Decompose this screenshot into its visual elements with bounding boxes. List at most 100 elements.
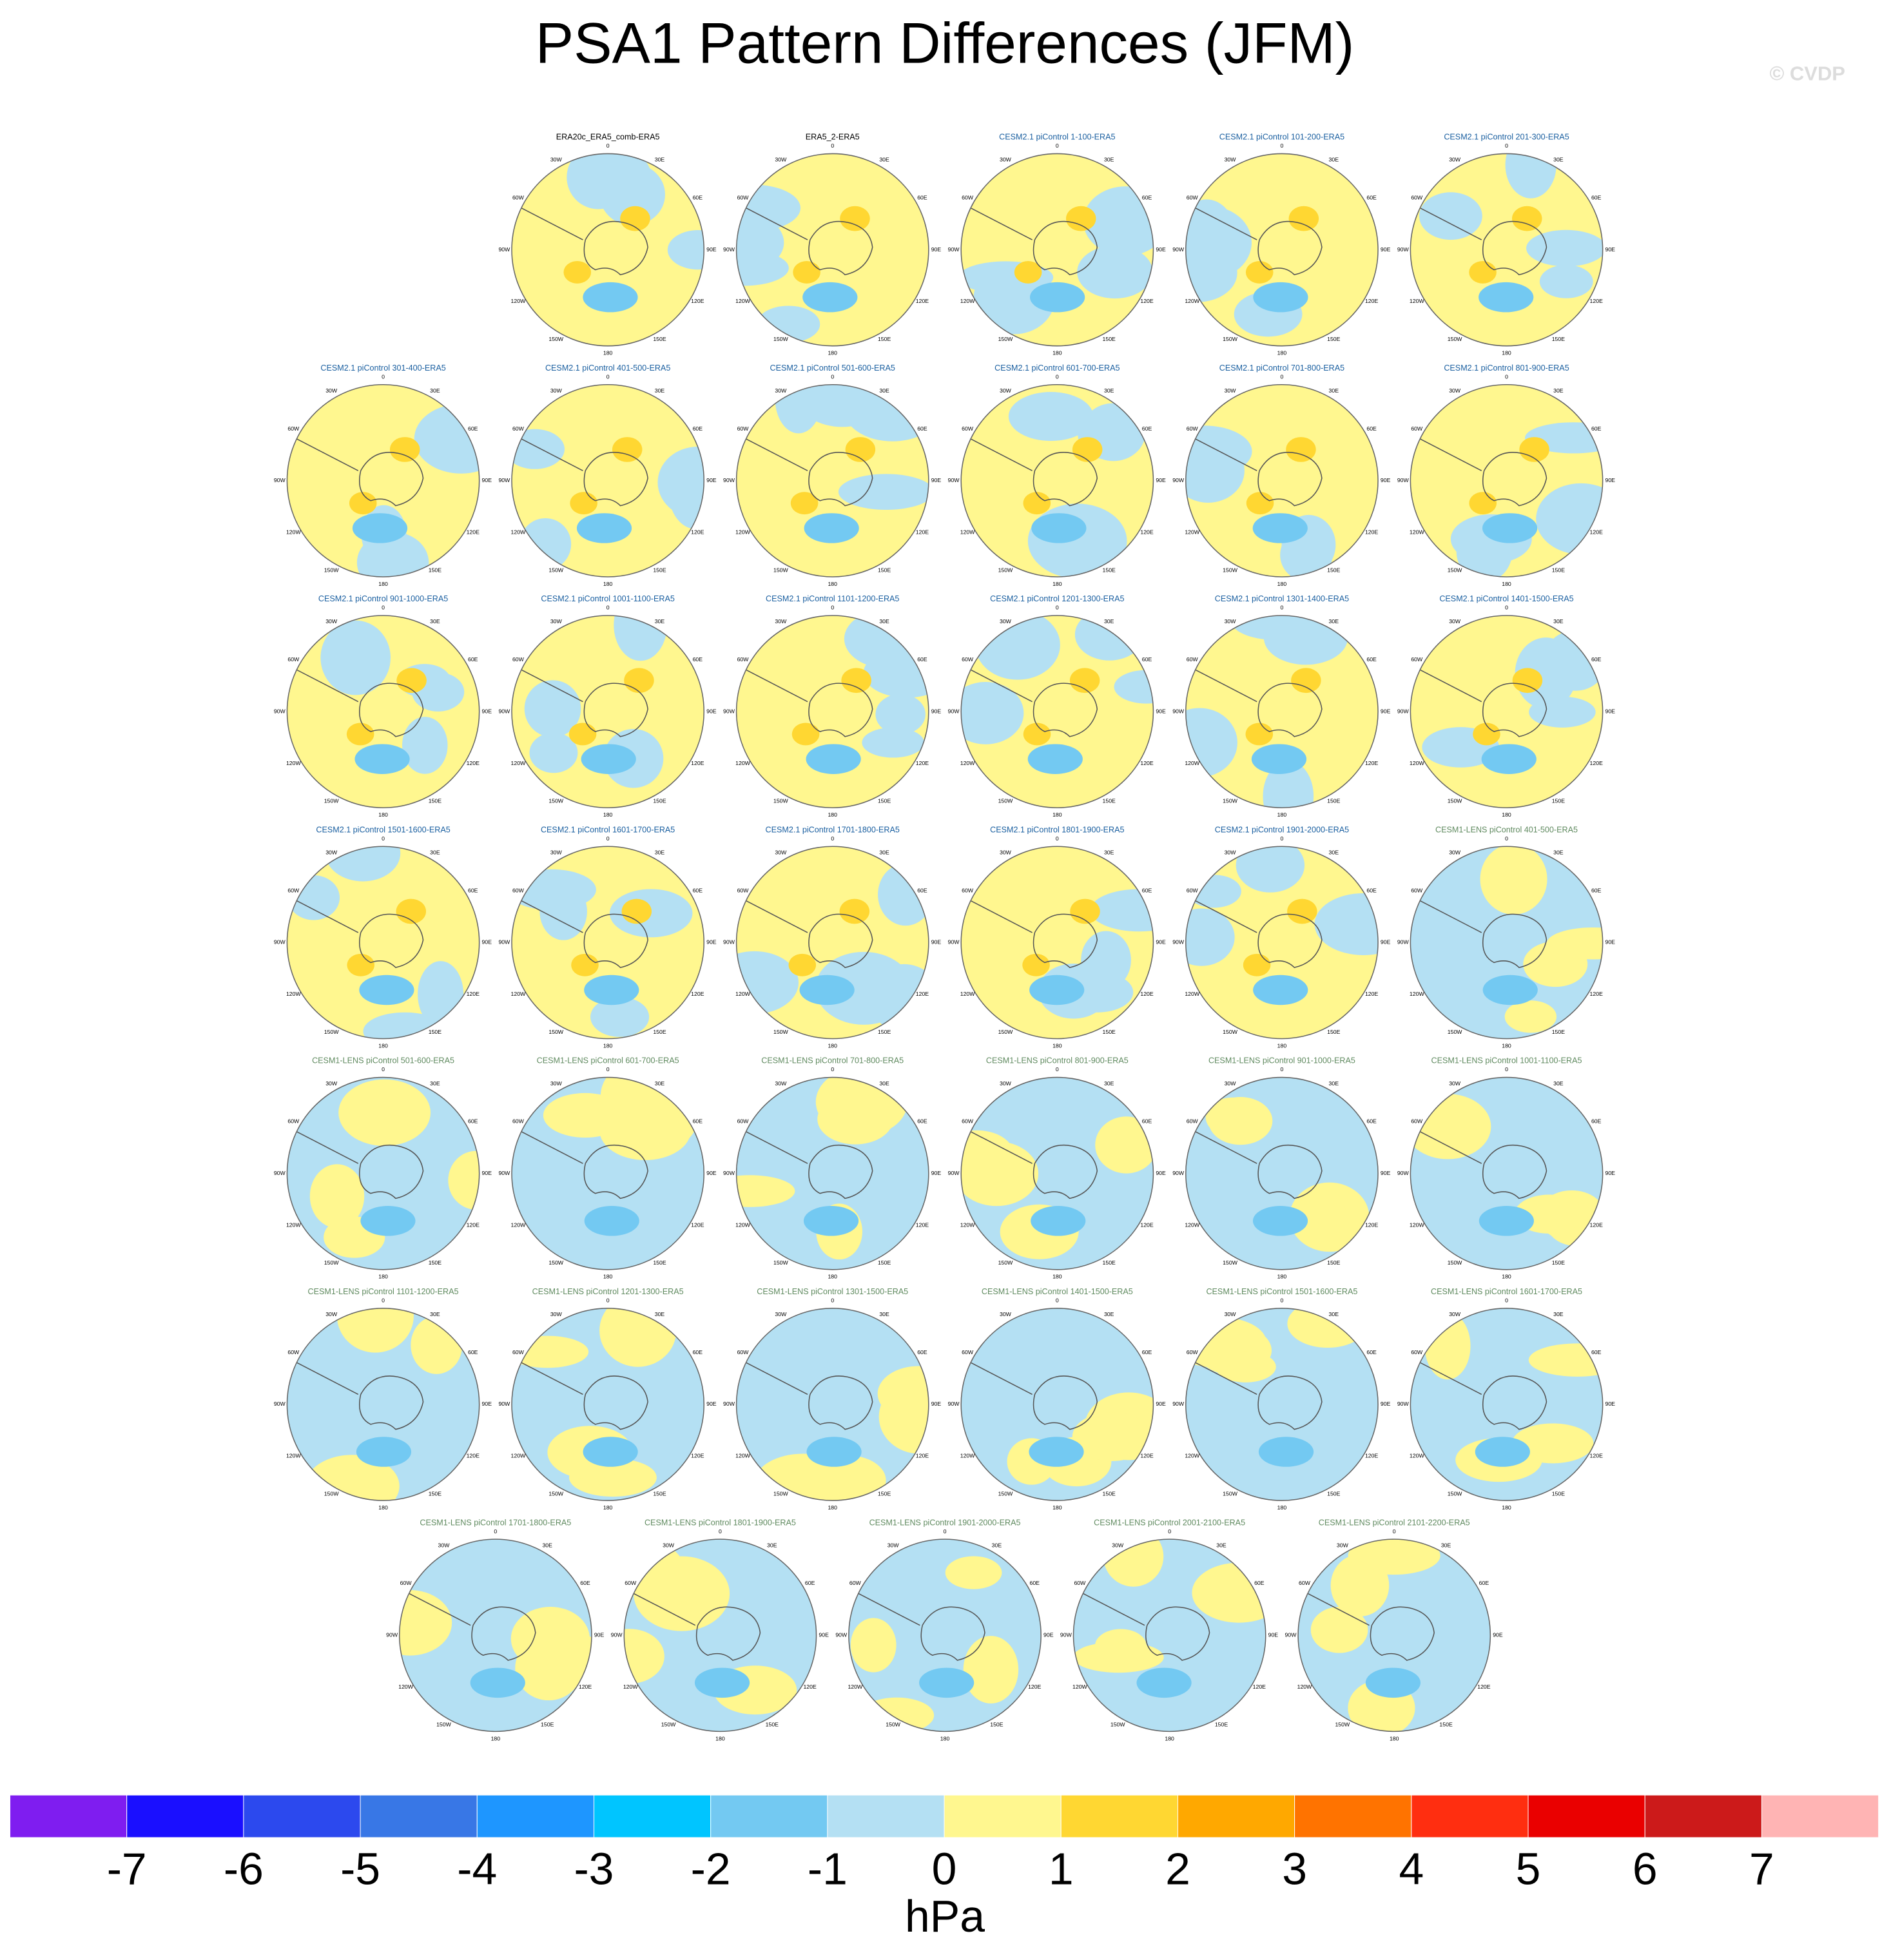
coastline <box>512 1356 648 1430</box>
panel-title: CESM2.1 piControl 801-900-ERA5 <box>1444 364 1569 373</box>
map-label: 60W <box>1411 425 1423 432</box>
map-label: 90E <box>1156 477 1166 483</box>
map-label: 30E <box>430 1311 440 1317</box>
map-label: 60E <box>1366 1118 1377 1125</box>
map-label: 90E <box>1381 477 1391 483</box>
map-label: 180 <box>1502 581 1511 587</box>
map-label: 90W <box>1397 477 1410 483</box>
map-label: 150W <box>773 1029 789 1035</box>
map-label: 90E <box>1605 246 1616 253</box>
map-label: 120W <box>1185 529 1200 536</box>
map-border <box>960 1308 1154 1501</box>
map-label: 90W <box>1397 1170 1410 1176</box>
map-label: 90E <box>706 1170 717 1176</box>
map-label: 90W <box>948 939 960 946</box>
field-region <box>1136 1667 1192 1698</box>
map-field <box>1185 846 1379 1039</box>
panel-title: CESM1-LENS piControl 1001-1100-ERA5 <box>1431 1056 1582 1065</box>
map-label: 90E <box>819 1632 829 1638</box>
coastline <box>1410 202 1547 276</box>
map-label: 30E <box>1104 157 1114 163</box>
map-label: 150E <box>429 1029 442 1035</box>
map-label: 90E <box>1381 708 1391 714</box>
map-label: 90W <box>948 246 960 253</box>
map-label: 60W <box>287 1349 300 1355</box>
map-label: 0 <box>606 1066 610 1072</box>
map-label: 120W <box>511 1221 527 1228</box>
coastline <box>512 895 648 968</box>
map-label: 90W <box>948 477 960 483</box>
map-label: 60E <box>1142 1349 1152 1355</box>
map-label: 150E <box>1103 1259 1116 1266</box>
field-region <box>1103 1539 1164 1587</box>
map-border <box>1410 153 1604 347</box>
map-label: 90E <box>1381 1170 1391 1176</box>
field-region <box>757 306 820 343</box>
map-label: 150E <box>1103 336 1116 342</box>
map-border <box>286 846 480 1040</box>
field-region <box>583 1437 638 1467</box>
map-label: 30W <box>1225 849 1237 855</box>
map-label: 180 <box>715 1735 725 1742</box>
map-border <box>735 615 929 809</box>
field-region <box>775 384 822 434</box>
map-label: 30W <box>1337 1542 1349 1548</box>
map-border <box>1410 615 1604 809</box>
map-label: 150E <box>878 1259 891 1266</box>
map-label: 0 <box>1281 1066 1284 1072</box>
map-label: 90W <box>498 1170 510 1176</box>
field-region <box>838 474 929 510</box>
field-region <box>1245 723 1274 746</box>
map-label: 60W <box>1187 887 1199 893</box>
map-label: 30E <box>1553 1080 1564 1087</box>
panel-title: CESM1-LENS piControl 2001-2100-ERA5 <box>1094 1518 1245 1527</box>
map-label: 60E <box>468 1118 478 1125</box>
colorbar-box <box>1411 1794 1529 1838</box>
panel-title: CESM1-LENS piControl 1601-1700-ERA5 <box>1431 1287 1582 1296</box>
panel-title: CESM2.1 piControl 1301-1400-ERA5 <box>1215 594 1349 603</box>
map-label: 60E <box>1366 194 1377 200</box>
map-label: 90E <box>482 1401 492 1407</box>
map-label: 150W <box>773 336 789 342</box>
panel-title: ERA20c_ERA5_comb-ERA5 <box>556 133 660 142</box>
map-border <box>1410 846 1604 1040</box>
map-label: 60W <box>512 425 525 432</box>
map-label: 150W <box>324 1490 340 1497</box>
field-region <box>1008 392 1094 441</box>
map-label: 150E <box>766 1722 779 1728</box>
field-region <box>529 732 578 773</box>
map-label: 0 <box>831 1066 834 1072</box>
map-label: 90W <box>723 939 735 946</box>
map-label: 150E <box>1552 798 1566 804</box>
map-label: 0 <box>1505 605 1508 611</box>
field-region <box>570 492 597 515</box>
map-label: 180 <box>1502 1274 1511 1280</box>
map-label: 30E <box>879 157 889 163</box>
map-label: 120W <box>1185 1221 1200 1228</box>
map-label: 60W <box>1187 1349 1199 1355</box>
coastline <box>1298 1587 1435 1661</box>
field-region <box>583 282 638 313</box>
map-label: 150W <box>661 1722 677 1728</box>
map-field <box>512 616 704 808</box>
map-label: 60E <box>1591 1118 1602 1125</box>
field-region <box>791 723 820 746</box>
field-region <box>736 184 801 231</box>
map-panel: CESM2.1 piControl 1301-1400-ERA5 0 30E 60E 9… <box>1172 594 1391 818</box>
map-label: 0 <box>944 1528 947 1535</box>
map-label: 30W <box>325 618 338 625</box>
map-label: 60W <box>962 425 974 432</box>
field-region <box>1310 1606 1368 1653</box>
coastline <box>399 1587 536 1661</box>
panel-title: CESM2.1 piControl 1401-1500-ERA5 <box>1439 594 1573 603</box>
field-region <box>1029 975 1085 1005</box>
map-label: 60W <box>1411 1118 1423 1125</box>
panel-title: CESM1-LENS piControl 1501-1600-ERA5 <box>1206 1287 1357 1296</box>
field-region <box>1314 893 1379 955</box>
coastline <box>624 1587 761 1661</box>
map-label: 120E <box>467 1221 480 1228</box>
